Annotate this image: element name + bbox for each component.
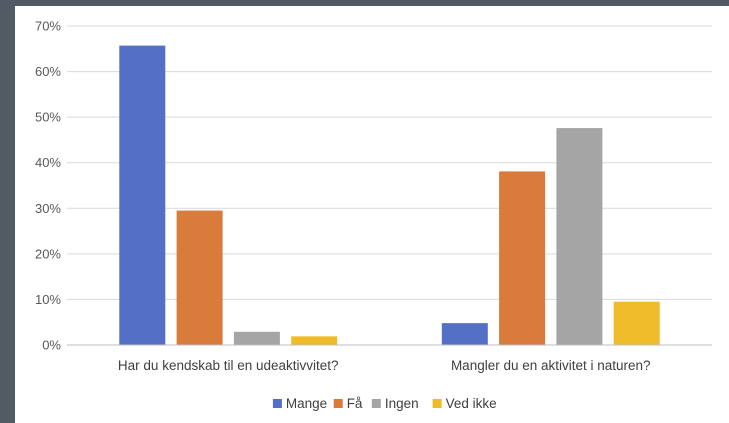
- y-tick-label: 0%: [42, 338, 61, 353]
- legend-swatch: [333, 399, 343, 408]
- category-label: Mangler du en aktivitet i naturen?: [451, 358, 651, 373]
- bar-ved-ikke-2: [613, 301, 660, 345]
- y-tick-label: 10%: [35, 292, 61, 307]
- y-tick-label: 70%: [35, 19, 61, 34]
- bar-mange-1: [119, 45, 166, 346]
- legend-label: Ingen: [385, 396, 419, 411]
- bar-få-2: [499, 171, 546, 345]
- category-label: Har du kendskab til en udeaktivvitet?: [118, 358, 339, 373]
- y-tick-label: 50%: [35, 110, 61, 125]
- legend-label: Mange: [286, 396, 327, 411]
- bar-ved-ikke-1: [291, 336, 338, 345]
- legend-label: Få: [347, 396, 363, 411]
- bar-ingen-2: [556, 128, 603, 345]
- bars: [119, 45, 660, 346]
- y-tick-label: 40%: [35, 155, 61, 170]
- x-axis-category-labels: Har du kendskab til en udeaktivvitet? Man…: [118, 358, 651, 373]
- bar-få-1: [176, 210, 223, 345]
- chart-panel: 0% 10% 20% 30% 40% 50% 60% 70% Har du kendskab …: [15, 6, 729, 423]
- y-tick-label: 20%: [35, 246, 61, 261]
- legend-label: Ved ikke: [446, 396, 497, 411]
- legend-swatch: [371, 399, 381, 408]
- legend-swatch: [272, 399, 282, 408]
- legend: Mange Få Ingen Ved ikke: [272, 396, 497, 411]
- bar-ingen-1: [233, 331, 280, 345]
- bar-mange-2: [441, 323, 488, 345]
- gridlines: [67, 25, 712, 300]
- bar-chart: 0% 10% 20% 30% 40% 50% 60% 70% Har du kendskab …: [35, 19, 712, 411]
- y-tick-label: 60%: [35, 64, 61, 79]
- legend-swatch: [432, 399, 442, 408]
- y-axis-tick-labels: 0% 10% 20% 30% 40% 50% 60% 70%: [35, 19, 61, 353]
- y-tick-label: 30%: [35, 201, 61, 216]
